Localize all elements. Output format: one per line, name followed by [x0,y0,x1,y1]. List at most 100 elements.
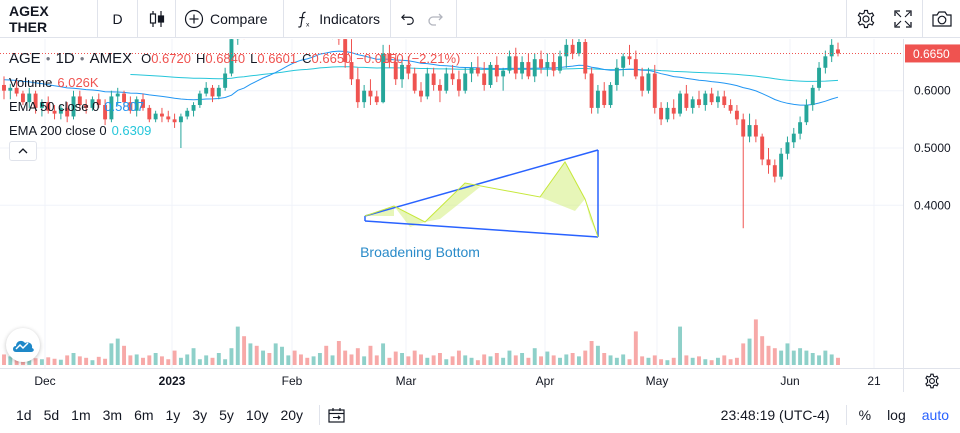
candle-body [159,113,164,117]
candle [482,62,487,91]
redo-button[interactable] [419,0,457,38]
indicators-button[interactable]: x Indicators [284,0,391,38]
undo-button[interactable] [391,0,419,38]
range-button-5y[interactable]: 5y [219,407,234,423]
volume-bar [305,357,310,365]
volume-bar [115,338,120,365]
volume-bar [20,359,25,365]
compare-button[interactable]: Compare [176,0,284,38]
candle-body [520,62,525,74]
candle [444,67,449,94]
volume-bar [77,356,82,365]
time-axis[interactable]: Dec 2023 Feb Mar Apr May Jun 21 [0,368,903,392]
candle [798,116,803,140]
pattern-label: Broadening Bottom [360,244,480,260]
legend-low: L0.6601 [250,51,298,66]
candle-body [539,59,544,68]
volume-bar [8,356,13,365]
volume-bar [172,350,177,365]
auto-scale-toggle[interactable]: auto [921,407,949,423]
candle-body [734,110,739,120]
candle [166,110,171,123]
ema50-value: 0.5807 [104,99,145,114]
candle [229,33,234,77]
range-button-3y[interactable]: 3y [192,407,208,423]
range-button-20y[interactable]: 20y [280,407,304,423]
candle-body [836,49,840,54]
candle [690,96,695,114]
volume-bar [450,356,455,365]
snapshot-button[interactable] [922,0,960,38]
candle-body [450,73,455,80]
range-button-1y[interactable]: 1y [165,407,181,423]
candle-body [406,64,411,74]
candle [823,50,828,74]
chart-pane[interactable]: Broadening Bottom [0,0,903,368]
volume-bar [298,354,303,365]
candle [709,87,714,106]
volume-bar [147,355,152,365]
log-scale-toggle[interactable]: log [887,407,906,423]
volume-bar [286,355,291,365]
candle [659,102,664,126]
candle [741,113,746,229]
price-tick-label: 0.5000 [914,141,951,155]
date-range-button[interactable] [328,407,346,423]
legend-ema200-row: EMA 200 close 0 0.6309 [9,119,460,143]
chart-legend: AGE ● 1D ● AMEX O0.6720 H0.6840 L0.6601 … [9,47,460,143]
percent-scale-toggle[interactable]: % [858,407,872,423]
candle [791,127,796,148]
candle-body [52,110,57,114]
candle-body [646,73,651,91]
brand-logo[interactable] [6,328,40,362]
volume-bar [690,357,695,365]
volume-bar [747,338,752,365]
symbol-search-button[interactable]: AGEX THER [0,0,98,38]
candle [2,76,6,100]
range-button-5d[interactable]: 5d [43,407,60,423]
clock-time[interactable]: 23:48:19 (UTC-4) [720,407,830,423]
chart-type-button[interactable] [138,0,176,38]
candle-body [475,67,480,74]
axis-settings-button[interactable] [903,368,960,392]
time-tick-label: Dec [34,374,56,388]
candle-body [374,96,379,103]
volume-bar [355,348,360,365]
candle-body [791,133,796,143]
candle [576,36,581,57]
range-button-3m[interactable]: 3m [102,407,123,423]
camera-icon [931,11,952,27]
candle [564,39,569,68]
candle [191,102,196,117]
range-button-10y[interactable]: 10y [245,407,269,423]
candle-body [772,165,777,177]
price-chart[interactable]: Broadening Bottom [0,0,903,368]
candle-body [564,44,569,57]
legend-collapse-button[interactable] [9,141,37,161]
candle-body [671,107,676,114]
candle-body [109,96,114,120]
volume-bar [122,345,127,365]
candle-body [96,99,101,106]
volume-bar [532,348,537,365]
candle [197,90,202,108]
candle-body [766,159,771,166]
volume-bar [419,354,423,365]
candle [412,67,417,94]
candle-body [178,116,183,123]
volume-bar [665,360,670,365]
volume-bar [204,355,209,365]
bottom-toolbar: 1d 5d 1m 3m 6m 1y 3y 5y 10y 20y 23:48:19 (UTC-4) … [0,400,960,430]
time-tick-label: 2023 [158,374,186,388]
settings-button[interactable] [846,0,884,38]
range-button-1m[interactable]: 1m [71,407,91,423]
range-button-1d[interactable]: 1d [16,407,32,423]
volume-bar [621,354,626,365]
last-price-label: 0.6650 [913,47,950,61]
fullscreen-button[interactable] [884,0,922,38]
range-button-6m[interactable]: 6m [134,407,154,423]
legend-main-row: AGE ● 1D ● AMEX O0.6720 H0.6840 L0.6601 … [9,47,460,71]
function-icon: x [298,11,310,28]
interval-button[interactable]: D [98,0,138,38]
